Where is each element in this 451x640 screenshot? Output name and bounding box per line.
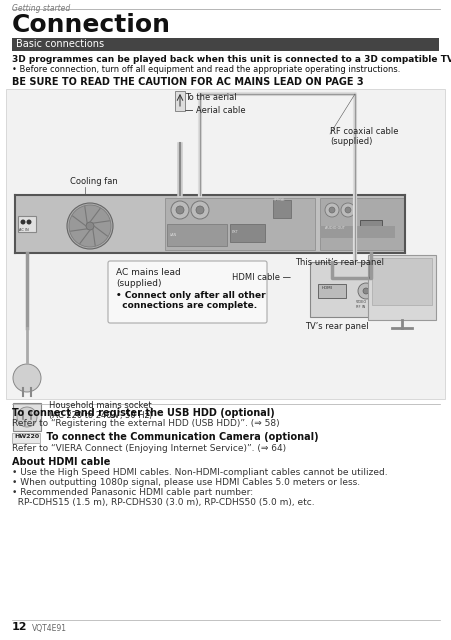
Circle shape [86,222,94,230]
Circle shape [341,203,355,217]
Text: To the aerial: To the aerial [185,93,237,102]
Text: HW220: HW220 [14,433,39,438]
Text: To connect and register the USB HDD (optional): To connect and register the USB HDD (opt… [12,408,275,418]
Text: BE SURE TO READ THE CAUTION FOR AC MAINS LEAD ON PAGE 3: BE SURE TO READ THE CAUTION FOR AC MAINS… [12,77,364,87]
Text: RP-CDHS15 (1.5 m), RP-CDHS30 (3.0 m), RP-CDHS50 (5.0 m), etc.: RP-CDHS15 (1.5 m), RP-CDHS30 (3.0 m), RP… [12,498,315,507]
Text: OPTICAL: OPTICAL [274,198,285,202]
Bar [13,403,41,431]
Text: 12: 12 [12,622,28,632]
Circle shape [176,206,184,214]
Bar [372,258,432,305]
Text: Household mains socket
(AC 220 to 240 V, 50 Hz): Household mains socket (AC 220 to 240 V,… [49,401,152,420]
Circle shape [17,407,37,427]
Bar [15,195,405,253]
Circle shape [13,364,41,392]
Circle shape [20,220,26,225]
Text: HDMI: HDMI [322,286,333,290]
Text: TV’s rear panel: TV’s rear panel [305,322,368,331]
Bar [175,91,185,111]
Text: • Connect only after all other
  connections are complete.: • Connect only after all other connectio… [116,291,266,310]
FancyArrowPatch shape [402,285,405,287]
Circle shape [191,201,209,219]
Circle shape [329,207,335,213]
Bar [318,284,346,298]
Text: • Use the High Speed HDMI cables. Non-HDMI-compliant cables cannot be utilized.: • Use the High Speed HDMI cables. Non-HD… [12,468,387,477]
Circle shape [171,201,189,219]
Text: — Aerial cable: — Aerial cable [185,106,246,115]
Bar [230,224,265,242]
Text: To connect the Communication Camera (optional): To connect the Communication Camera (opt… [43,432,318,442]
Text: • When outputting 1080p signal, please use HDMI Cables 5.0 meters or less.: • When outputting 1080p signal, please u… [12,478,360,487]
Bar [12,38,439,51]
Text: Getting started: Getting started [12,4,70,13]
Circle shape [69,205,111,247]
Bar [360,220,382,234]
Text: • Recommended Panasonic HDMI cable part number:: • Recommended Panasonic HDMI cable part … [12,488,253,497]
Text: Connection: Connection [12,13,171,37]
Text: VQT4E91: VQT4E91 [32,624,67,633]
Text: HDMI cable —: HDMI cable — [232,273,291,282]
Text: Refer to “VIERA Connect (Enjoying Internet Service)”. (⇒ 64): Refer to “VIERA Connect (Enjoying Intern… [12,444,286,453]
Text: Cooling fan: Cooling fan [70,177,118,186]
Circle shape [345,207,351,213]
Circle shape [27,220,32,225]
Bar [18,216,36,232]
Bar [12,433,40,443]
Bar [368,255,436,320]
Text: Basic connections: Basic connections [16,39,104,49]
Text: • Before connection, turn off all equipment and read the appropriate operating i: • Before connection, turn off all equipm… [12,65,400,74]
FancyBboxPatch shape [108,261,267,323]
Circle shape [325,203,339,217]
Circle shape [358,283,374,299]
Circle shape [363,288,369,294]
Bar [165,198,315,250]
Text: 3D programmes can be played back when this unit is connected to a 3D compatible : 3D programmes can be played back when th… [12,55,451,64]
Bar [273,200,291,218]
Text: AUDIO OUT: AUDIO OUT [325,226,345,230]
Bar [320,198,405,250]
Bar [320,226,395,238]
Circle shape [196,206,204,214]
Bar [167,224,227,246]
Bar [310,262,400,317]
Circle shape [67,203,113,249]
Text: EXT: EXT [232,230,239,234]
Text: VIDEO
RF IN: VIDEO RF IN [356,300,367,308]
Text: AC IN: AC IN [19,228,28,232]
Text: About HDMI cable: About HDMI cable [12,457,110,467]
Text: AC mains lead: AC mains lead [116,268,181,277]
Text: (supplied): (supplied) [116,279,161,288]
Text: RF coaxial cable
(supplied): RF coaxial cable (supplied) [330,127,399,147]
Text: LAN: LAN [170,233,177,237]
Text: This unit’s rear panel: This unit’s rear panel [295,258,384,267]
Text: Refer to “Registering the external HDD (USB HDD)”. (⇒ 58): Refer to “Registering the external HDD (… [12,419,280,428]
Bar [6,89,445,399]
